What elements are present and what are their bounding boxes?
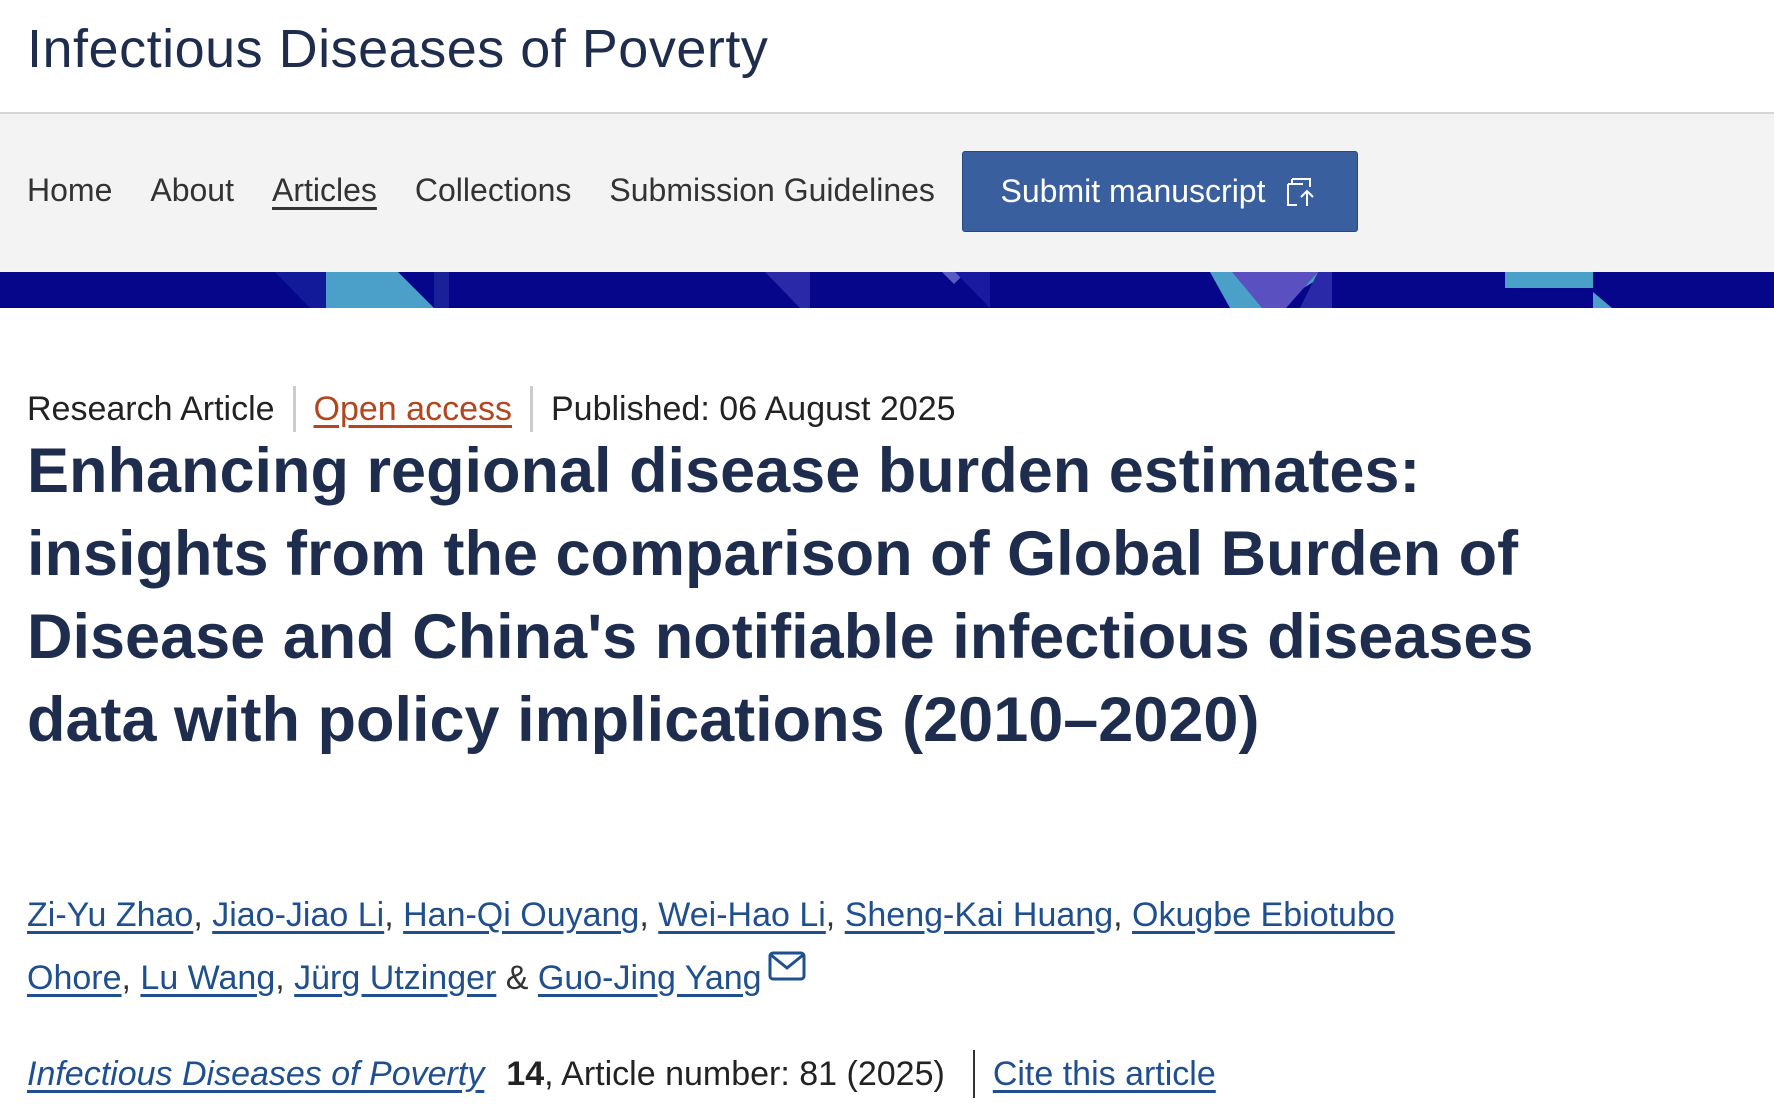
author-link[interactable]: Wei-Hao Li — [658, 896, 826, 934]
author-link[interactable]: Han-Qi Ouyang — [403, 896, 640, 934]
email-icon[interactable] — [768, 951, 806, 981]
cite-link[interactable]: Cite this article — [992, 1054, 1216, 1093]
nav-menu: Home About Articles Collections Submission G… — [27, 172, 935, 209]
author-link[interactable]: Guo-Jing Yang — [537, 959, 762, 997]
article-title: Enhancing regional disease burden estima… — [27, 436, 1534, 755]
meta-separator — [292, 386, 296, 432]
site-title[interactable]: Infectious Diseases of Poverty — [27, 19, 769, 79]
submit-label: Submit manuscript — [1000, 173, 1266, 209]
submit-icon — [1287, 177, 1315, 206]
published-date: Published: 06 August 2025 — [551, 389, 956, 428]
author-separator: , — [384, 896, 404, 934]
nav-link[interactable]: Home — [27, 172, 113, 208]
author-separator: , — [193, 896, 213, 934]
citation-line: Infectious Diseases of Poverty 14 , Arti… — [27, 1050, 1216, 1098]
author-link[interactable]: Okugbe Ebiotubo Ohore — [27, 896, 1395, 997]
author-separator: , — [275, 959, 295, 997]
article-meta: Research Article Open access Published: … — [27, 386, 956, 432]
author-separator: , — [639, 896, 659, 934]
journal-link[interactable]: Infectious Diseases of Poverty — [27, 1054, 485, 1093]
volume: 14 — [506, 1054, 545, 1093]
cite-separator — [972, 1050, 975, 1098]
open-access-link[interactable]: Open access — [313, 389, 512, 428]
decorative-band — [0, 272, 1774, 308]
author-list: Zi-Yu Zhao, Jiao-Jiao Li, Han-Qi Ouyang,… — [27, 884, 1527, 1010]
author-separator: , — [1113, 896, 1133, 934]
author-link[interactable]: Zi-Yu Zhao — [27, 896, 194, 934]
nav-link[interactable]: Articles — [271, 172, 377, 208]
submit-button[interactable]: Submit manuscript — [962, 151, 1358, 232]
nav-bar — [0, 114, 1774, 272]
nav-link[interactable]: Submission Guidelines — [609, 172, 935, 208]
nav-link[interactable]: Collections — [414, 172, 572, 208]
author-link[interactable]: Jürg Utzinger — [294, 959, 497, 997]
article-type: Research Article — [27, 389, 275, 428]
author-link[interactable]: Lu Wang — [140, 959, 276, 997]
author-separator: & — [496, 959, 538, 997]
meta-separator — [530, 386, 533, 432]
article-number: , Article number: 81 (2025) — [544, 1054, 945, 1093]
header-divider — [0, 112, 1774, 114]
author-link[interactable]: Jiao-Jiao Li — [212, 896, 385, 934]
author-separator: , — [825, 896, 845, 934]
author-separator: , — [121, 959, 141, 997]
nav-link[interactable]: About — [150, 172, 234, 208]
author-link[interactable]: Sheng-Kai Huang — [844, 896, 1114, 934]
